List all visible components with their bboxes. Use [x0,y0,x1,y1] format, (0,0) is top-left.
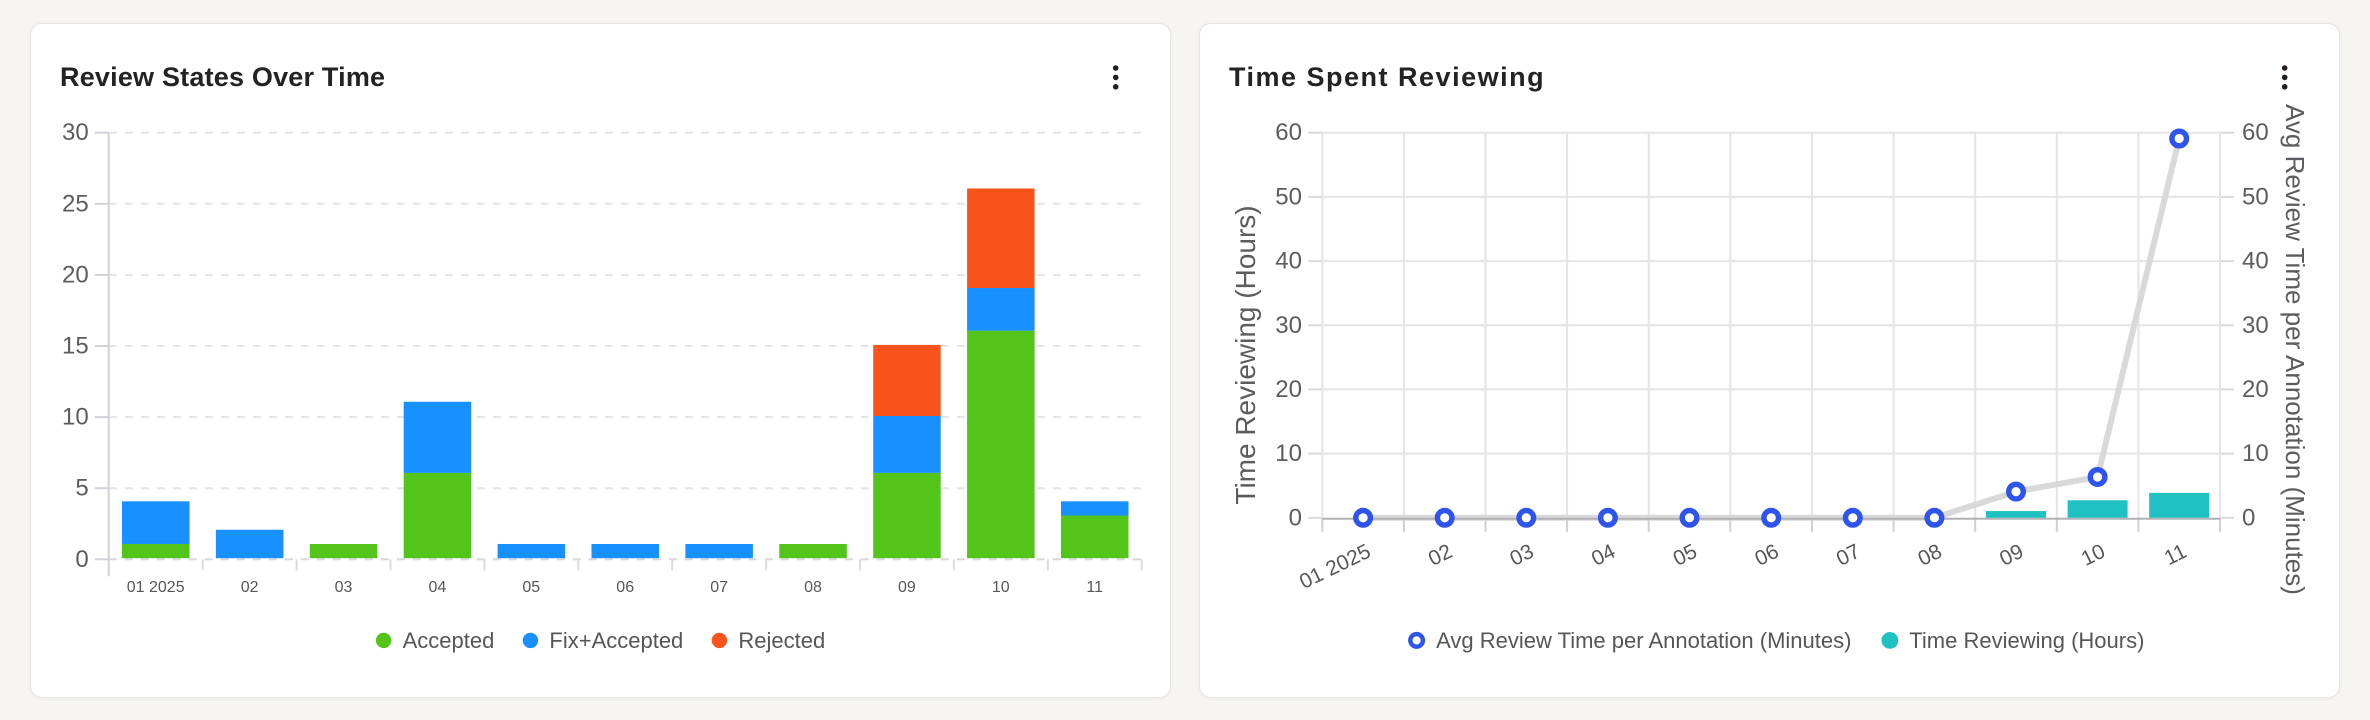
svg-text:07: 07 [710,579,728,596]
svg-text:Time Reviewing (Hours): Time Reviewing (Hours) [1909,628,2144,653]
svg-text:50: 50 [2242,183,2269,210]
svg-text:20: 20 [1275,376,1302,403]
svg-text:20: 20 [62,261,89,288]
svg-text:04: 04 [1588,540,1619,571]
svg-text:10: 10 [1275,440,1302,467]
svg-text:0: 0 [1289,504,1302,531]
svg-text:04: 04 [429,579,447,596]
svg-text:50: 50 [1275,183,1302,210]
svg-text:06: 06 [616,579,634,596]
svg-text:0: 0 [75,546,88,573]
svg-text:20: 20 [2242,376,2269,403]
svg-text:02: 02 [1425,540,1456,571]
svg-text:60: 60 [1275,119,1302,146]
svg-text:07: 07 [1833,540,1864,571]
svg-text:30: 30 [62,119,89,146]
svg-text:01 2025: 01 2025 [1296,540,1374,594]
svg-text:11: 11 [2161,540,2191,570]
svg-text:5: 5 [75,475,88,502]
svg-text:Avg Review Time per Annotation: Avg Review Time per Annotation (Minutes) [2280,104,2310,595]
svg-text:Accepted: Accepted [403,628,495,653]
svg-text:Time Reviewing (Hours): Time Reviewing (Hours) [1230,205,1261,504]
svg-text:0: 0 [2242,504,2255,531]
svg-text:10: 10 [62,404,89,431]
svg-text:10: 10 [992,579,1010,596]
svg-text:01 2025: 01 2025 [127,579,185,596]
svg-text:09: 09 [1996,540,2027,571]
svg-text:30: 30 [2242,312,2269,339]
svg-text:30: 30 [1275,312,1302,339]
svg-text:05: 05 [1670,540,1701,571]
svg-text:08: 08 [804,579,822,596]
svg-text:Rejected: Rejected [738,628,825,653]
svg-text:Avg Review Time per Annotation: Avg Review Time per Annotation (Minutes) [1436,628,1851,653]
svg-text:02: 02 [241,579,259,596]
svg-text:05: 05 [522,579,540,596]
svg-text:10: 10 [2242,440,2269,467]
svg-text:60: 60 [2242,119,2269,146]
svg-text:40: 40 [1275,248,1302,275]
svg-text:25: 25 [62,190,89,217]
svg-text:Fix+Accepted: Fix+Accepted [549,628,683,653]
svg-text:03: 03 [1506,540,1537,571]
svg-text:40: 40 [2242,248,2269,275]
svg-text:06: 06 [1751,540,1782,571]
svg-text:03: 03 [335,579,353,596]
svg-text:10: 10 [2078,540,2109,571]
svg-text:09: 09 [898,579,916,596]
svg-text:11: 11 [1086,579,1103,596]
svg-text:15: 15 [62,333,89,360]
svg-text:08: 08 [1915,540,1946,571]
